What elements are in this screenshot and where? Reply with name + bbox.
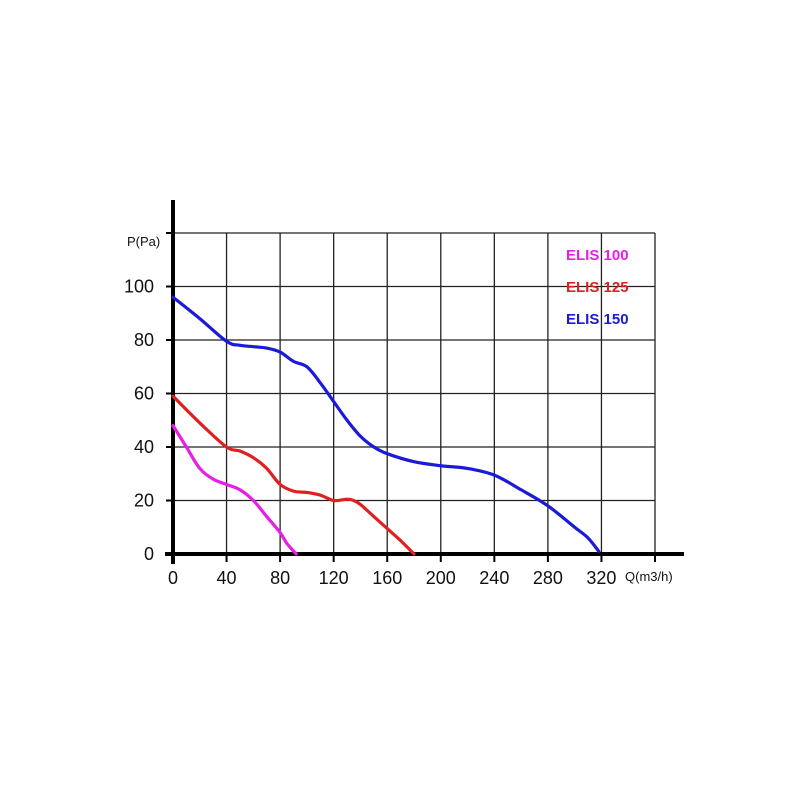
series-line-elis-150: [171, 295, 601, 553]
legend-entry-elis-150: ELIS 150: [566, 311, 629, 328]
y-tick-label: 0: [144, 544, 154, 564]
series-lines: [171, 295, 601, 556]
x-tick-label: 160: [372, 568, 402, 588]
y-tick-label: 60: [134, 384, 154, 404]
x-tick-label: 80: [270, 568, 290, 588]
y-tick-label: 100: [124, 277, 154, 297]
y-tick-label: 80: [134, 330, 154, 350]
x-axis-title: Q(m3/h): [625, 569, 673, 584]
x-tick-label: 120: [319, 568, 349, 588]
y-tick-label: 40: [134, 437, 154, 457]
x-tick-label: 320: [586, 568, 616, 588]
grid: [173, 232, 656, 554]
legend-entry-elis-100: ELIS 100: [566, 247, 629, 264]
y-axis-title: P(Pa): [127, 234, 160, 249]
series-line-elis-100: [171, 424, 298, 556]
axes: [165, 200, 684, 564]
x-tick-label: 0: [168, 568, 178, 588]
x-tick-label: 280: [533, 568, 563, 588]
x-tick-label: 40: [217, 568, 237, 588]
y-tick-label: 20: [134, 491, 154, 511]
x-tick-label: 240: [479, 568, 509, 588]
x-tick-label: 200: [426, 568, 456, 588]
legend: ELIS 100 ELIS 125 ELIS 150: [566, 247, 629, 328]
tick-labels: 0 40 80 120 160 200 240 280 320 0 20 40 60 80 100: [124, 277, 617, 589]
series-line-elis-125: [171, 394, 416, 556]
legend-entry-elis-125: ELIS 125: [566, 279, 629, 296]
